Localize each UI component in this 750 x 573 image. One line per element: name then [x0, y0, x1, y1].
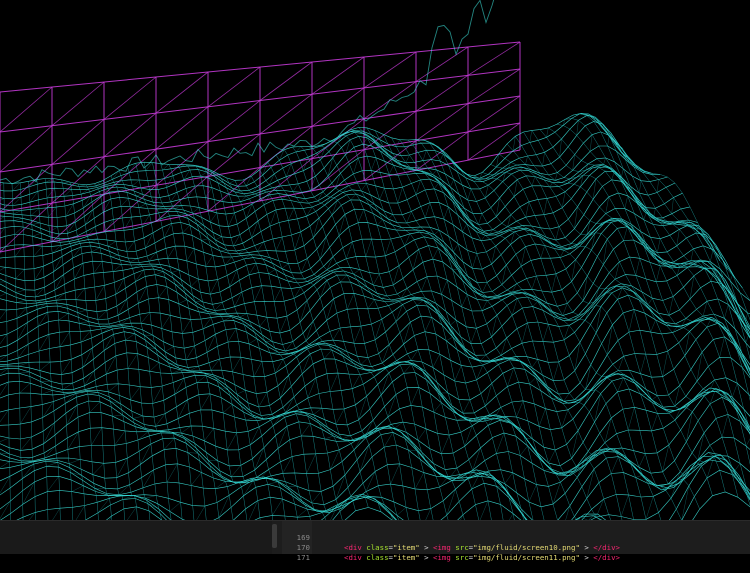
3d-viewport[interactable] — [0, 0, 750, 520]
wall-waveform-line — [0, 0, 516, 184]
code-line[interactable]: 169 <div class="item" > <img src="img/fl… — [0, 523, 750, 533]
code-editor-strip: 169 <div class="item" > <img src="img/fl… — [0, 520, 750, 554]
line-number: 171 — [290, 553, 310, 563]
wireframe-terrain-scene — [0, 0, 750, 520]
wireframe-terrain-mesh — [0, 113, 750, 520]
code-line[interactable]: 170 <div class="item" > <img src="img/fl… — [0, 533, 750, 543]
code-text: <div class="item" > <img src="img/fluid/… — [344, 553, 620, 563]
code-line[interactable]: 171 — [0, 543, 750, 553]
